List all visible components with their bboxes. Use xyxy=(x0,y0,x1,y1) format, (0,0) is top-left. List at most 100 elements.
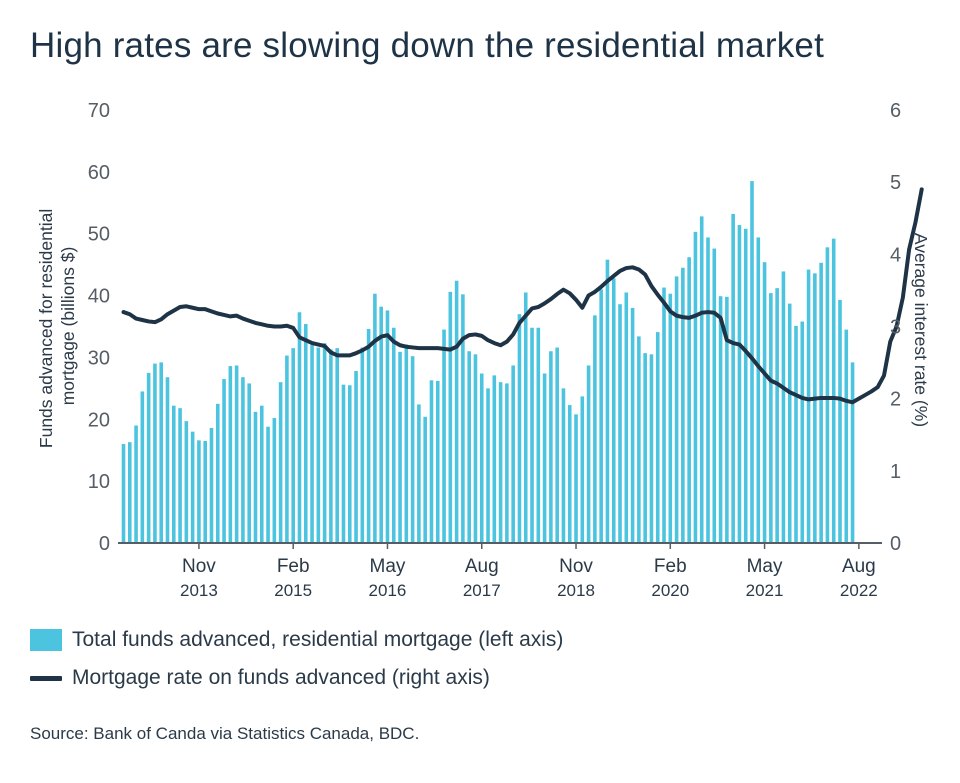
bar xyxy=(448,291,453,543)
bar xyxy=(605,259,610,543)
left-axis-label-line2: mortgage (billions $) xyxy=(58,247,78,406)
left-tick-label: 50 xyxy=(88,224,110,246)
bar xyxy=(385,310,390,543)
bar xyxy=(718,296,723,543)
bar xyxy=(743,228,748,543)
bar xyxy=(341,384,346,543)
bar xyxy=(442,329,446,543)
bar xyxy=(272,418,277,543)
left-tick-label: 20 xyxy=(88,409,110,431)
left-axis-label: Funds advanced for residential mortgage … xyxy=(36,204,78,448)
bar xyxy=(731,213,735,544)
bar xyxy=(310,345,314,543)
bar xyxy=(668,293,673,543)
bar xyxy=(253,411,258,543)
bar xyxy=(580,396,585,543)
bar xyxy=(360,347,365,543)
bar xyxy=(322,343,327,543)
bar xyxy=(706,237,710,543)
bar xyxy=(178,408,182,543)
left-tick-label: 30 xyxy=(88,347,110,369)
right-tick-label: 3 xyxy=(890,317,901,339)
bar xyxy=(303,324,308,543)
left-axis-ticks: 0 10 20 30 40 50 60 70 xyxy=(88,100,110,555)
bar xyxy=(190,431,195,543)
legend-bar-swatch xyxy=(30,629,62,651)
bar xyxy=(184,421,189,543)
bar xyxy=(819,262,823,543)
bar xyxy=(838,299,842,543)
bar xyxy=(611,278,616,543)
bar xyxy=(486,388,490,543)
bar xyxy=(473,354,478,543)
x-tick-year: 2016 xyxy=(369,581,407,600)
bar-series xyxy=(121,181,855,544)
legend-line-swatch xyxy=(30,675,62,681)
bar xyxy=(699,216,704,543)
bar xyxy=(222,379,226,543)
bar xyxy=(750,181,754,543)
bar xyxy=(630,307,635,543)
bar xyxy=(643,353,647,543)
bar xyxy=(693,231,698,544)
bar xyxy=(624,292,629,543)
bar xyxy=(844,329,849,543)
bar xyxy=(781,271,786,543)
x-tick-month: Nov xyxy=(182,556,216,577)
bar xyxy=(517,314,522,543)
bar xyxy=(429,380,434,543)
x-tick-month: Aug xyxy=(842,556,876,577)
bar xyxy=(373,293,377,543)
bar xyxy=(712,248,717,543)
bar xyxy=(505,383,509,543)
combo-chart: 0 10 20 30 40 50 60 70 0 1 2 3 4 5 6 Nov 2013 Feb 2015 Ma… xyxy=(36,100,931,600)
bar xyxy=(637,336,641,543)
right-tick-label: 4 xyxy=(890,244,901,266)
bar xyxy=(756,237,761,543)
right-axis-label: Average interest rate (%) xyxy=(911,233,931,427)
bar xyxy=(574,414,578,543)
mortgage-rate-line xyxy=(121,187,924,405)
x-tick-year: 2022 xyxy=(840,581,878,600)
bar xyxy=(618,304,622,543)
bar xyxy=(228,366,233,543)
legend-line: Mortgage rate on funds advanced (right a… xyxy=(30,666,490,690)
bar xyxy=(335,348,339,543)
bar xyxy=(398,351,402,543)
bar xyxy=(366,328,371,543)
bar xyxy=(800,321,805,543)
bar xyxy=(549,351,553,543)
bar xyxy=(259,405,264,543)
bar xyxy=(171,405,176,543)
bar xyxy=(291,348,295,543)
bar xyxy=(586,365,591,543)
right-tick-label: 1 xyxy=(890,461,901,483)
bar xyxy=(197,440,201,543)
bar xyxy=(542,373,547,543)
bar xyxy=(121,444,126,543)
bar xyxy=(737,225,742,544)
bar xyxy=(423,416,427,543)
left-tick-label: 10 xyxy=(88,471,110,493)
left-tick-label: 40 xyxy=(88,286,110,308)
x-tick-month: Nov xyxy=(559,556,593,577)
x-tick-year: 2015 xyxy=(274,581,312,600)
bar xyxy=(159,362,164,543)
bar xyxy=(266,426,270,543)
right-tick-label: 0 xyxy=(890,533,901,555)
bar xyxy=(127,442,132,543)
bar xyxy=(247,383,251,543)
bar xyxy=(593,315,597,543)
bar xyxy=(662,287,666,543)
bar xyxy=(347,385,352,543)
bar xyxy=(530,327,534,543)
bar xyxy=(479,373,484,543)
x-tick-month: May xyxy=(370,556,406,577)
bar xyxy=(354,371,358,543)
x-tick-month: Feb xyxy=(277,556,310,577)
bar xyxy=(379,306,383,543)
bar xyxy=(555,347,559,543)
bar xyxy=(725,296,729,543)
bar xyxy=(461,294,465,543)
bar xyxy=(561,388,566,543)
